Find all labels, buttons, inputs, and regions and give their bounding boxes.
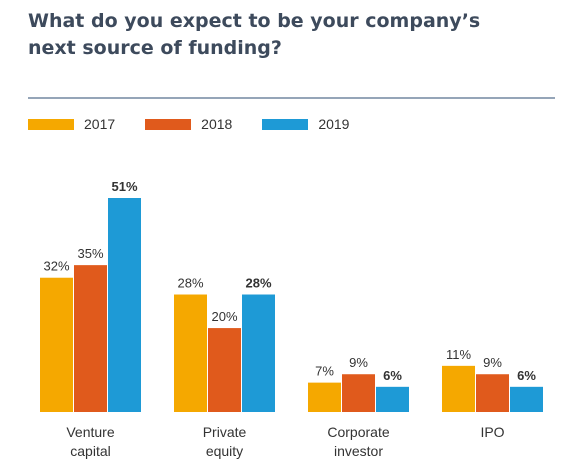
legend-swatch-2019	[262, 118, 309, 130]
legend: 2017 2018 2019	[28, 116, 379, 132]
category-label: investor	[334, 443, 383, 459]
data-label: 20%	[211, 309, 237, 324]
bar-2017	[174, 294, 207, 412]
bar-2018	[208, 328, 241, 412]
bar-group: 28% 20% 28% Private equity	[174, 276, 275, 459]
bar-2018	[342, 374, 375, 412]
data-label: 11%	[446, 347, 471, 362]
data-label: 51%	[111, 179, 137, 194]
category-label: Corporate	[327, 424, 389, 440]
bar-2018	[476, 374, 509, 412]
data-label: 6%	[383, 368, 402, 383]
category-label: capital	[70, 443, 110, 459]
chart-title-line-1: What do you expect to be your company’s	[28, 10, 481, 32]
legend-item-2019: 2019	[262, 116, 349, 132]
legend-item-2017: 2017	[28, 116, 115, 132]
data-label: 35%	[77, 246, 103, 261]
data-label: 6%	[517, 368, 536, 383]
legend-swatch-2018	[145, 118, 192, 130]
title-divider	[28, 97, 555, 99]
data-label: 9%	[483, 355, 502, 370]
bar-2017	[308, 382, 341, 412]
data-label: 28%	[245, 276, 271, 291]
bar-2017	[442, 365, 475, 412]
data-label: 7%	[315, 364, 334, 379]
legend-item-2018: 2018	[145, 116, 232, 132]
category-label: IPO	[480, 424, 504, 440]
data-label: 9%	[349, 355, 368, 370]
legend-swatch-2017	[28, 118, 74, 130]
bar-group: 11% 9% 6% IPO	[442, 347, 543, 440]
legend-label-2019: 2019	[318, 116, 350, 132]
category-label: equity	[206, 443, 243, 459]
category-label: Private	[203, 424, 247, 440]
category-label: Venture	[66, 424, 114, 440]
bar-group: 32% 35% 51% Venture capital	[40, 179, 141, 459]
data-label: 32%	[43, 259, 69, 274]
bar-2019	[108, 198, 141, 412]
chart-title-line-2: next source of funding?	[28, 37, 282, 59]
bar-group: 7% 9% 6% Corporate investor	[308, 355, 409, 459]
legend-label-2017: 2017	[84, 116, 116, 132]
bar-2018	[74, 265, 107, 412]
bar-2019	[242, 294, 275, 412]
bar-2019	[510, 386, 543, 412]
chart-title: What do you expect to be your company’s …	[28, 8, 568, 62]
legend-label-2018: 2018	[201, 116, 233, 132]
data-label: 28%	[177, 276, 203, 291]
bar-2017	[40, 277, 73, 412]
bar-2019	[376, 386, 409, 412]
